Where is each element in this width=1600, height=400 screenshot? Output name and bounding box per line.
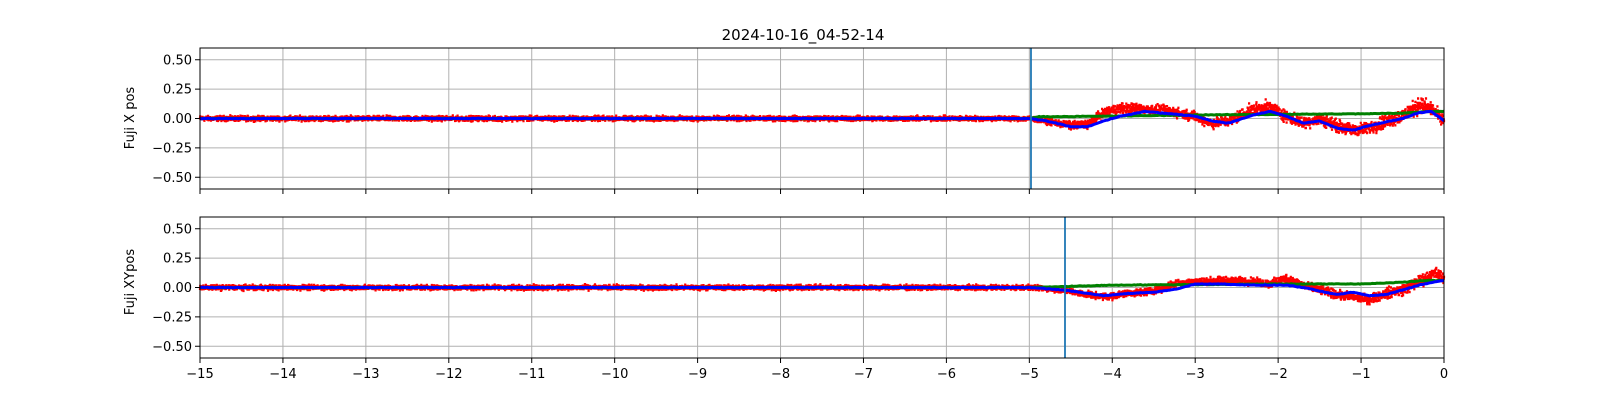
series-line: [199, 109, 1445, 132]
y-tick-label: 0.25: [163, 83, 192, 98]
series-2: [199, 278, 1445, 298]
y-tick-label: 0.25: [163, 252, 192, 267]
x-tick-label: −11: [518, 367, 545, 382]
x-tick-label: −4: [1103, 367, 1122, 382]
bottom-ylabel: Fuji XYpos: [123, 249, 138, 315]
x-tick-label: −3: [1186, 367, 1205, 382]
top-panel: 0.50 0.25 0.00 −0.25 −0.50: [152, 47, 1446, 194]
x-tick-label: −2: [1269, 367, 1288, 382]
y-tick-label: 0.50: [163, 222, 192, 237]
y-tick-label: −0.50: [152, 171, 192, 186]
y-tick-label: −0.25: [152, 141, 192, 156]
y-tick-label: 0.00: [163, 281, 192, 296]
x-tick-label: −1: [1351, 367, 1370, 382]
series-line: [199, 278, 1445, 298]
x-tick-label: −8: [771, 367, 790, 382]
y-tick-label: −0.25: [152, 310, 192, 325]
series-2: [199, 109, 1445, 132]
chart-title: 2024-10-16_04-52-14: [722, 26, 885, 45]
x-tick-label: −6: [937, 367, 956, 382]
x-tick-label: 0: [1440, 367, 1448, 382]
y-tick-label: −0.50: [152, 340, 192, 355]
x-tick-label: −5: [1020, 367, 1039, 382]
x-tick-label: −9: [688, 367, 707, 382]
x-tick-label: −15: [186, 367, 213, 382]
bottom-panel: −15 −14 −13 −12 −11 −10 −9 −8 −7 −6 −5 −4 −3 −2 −1 00.5…: [152, 216, 1448, 382]
y-tick-label: 0.50: [163, 53, 192, 68]
x-tick-label: −7: [854, 367, 873, 382]
x-tick-label: −10: [601, 367, 628, 382]
x-tick-label: −13: [352, 367, 379, 382]
x-tick-label: −12: [435, 367, 462, 382]
y-tick-label: 0.00: [163, 112, 192, 127]
x-tick-label: −14: [269, 367, 296, 382]
top-ylabel: Fuji X pos: [123, 87, 138, 150]
